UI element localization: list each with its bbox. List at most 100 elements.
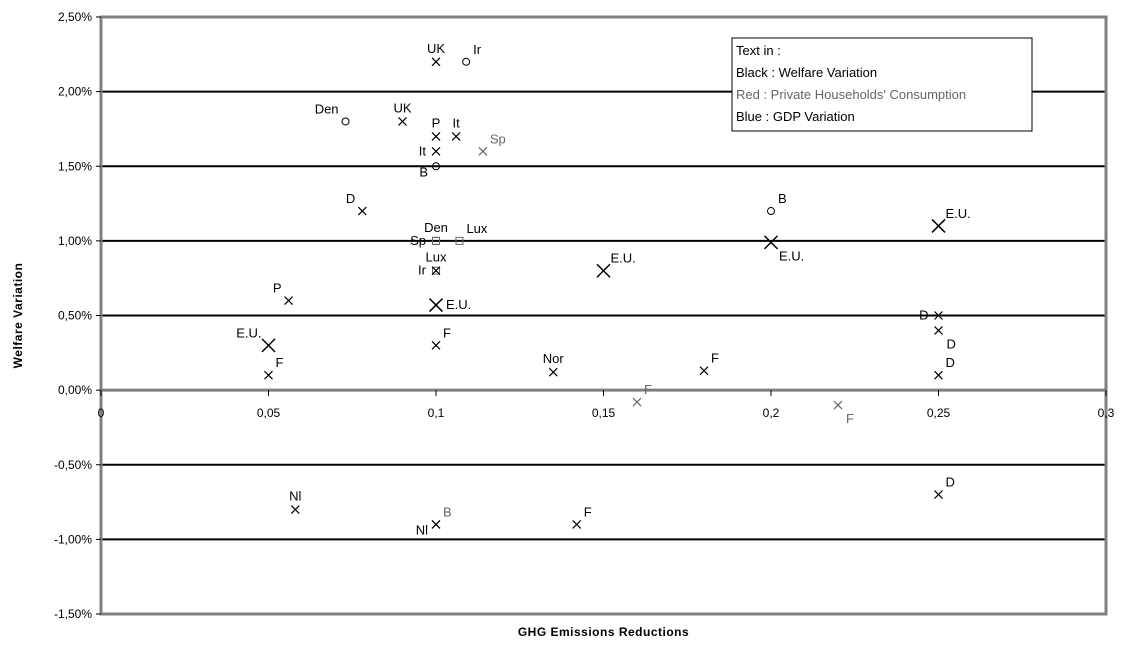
point-label: Den [315,101,339,116]
x-marker [431,146,441,156]
x-tick-label: 0 [98,406,105,420]
square-marker [432,236,440,245]
x-marker [428,298,444,313]
point-label: UK [427,41,445,56]
point-label: B [443,504,452,519]
data-point: F [833,400,854,426]
data-point: F [431,325,451,350]
data-point: Nor [543,351,565,377]
point-label: D [919,308,928,323]
x-marker [264,370,273,380]
data-point: E.U. [931,206,971,233]
x-marker [261,338,276,353]
data-point: E.U. [596,251,636,278]
point-label: Ir [418,263,427,278]
x-marker [451,131,461,141]
point-label: F [584,504,592,519]
legend-entry: Red : Private Households' Consumption [736,87,966,102]
y-tick-label: 2,50% [58,10,92,24]
data-point: D [346,191,367,216]
point-label: F [846,411,854,426]
data-point: F [632,382,652,407]
point-label: Den [424,220,448,235]
data-point: Ir [418,263,441,278]
legend-title: Text in : [736,43,781,58]
point-label: D [946,355,955,370]
point-label: UK [393,100,411,115]
x-marker [398,117,407,126]
point-label: Lux [466,221,487,236]
x-tick-label: 0,25 [927,406,951,420]
point-label: B [419,164,428,179]
x-marker [431,131,441,141]
circle-marker [767,207,775,216]
data-point: D [934,326,956,351]
y-tick-label: 1,50% [58,159,92,173]
data-point: Den [315,101,350,126]
x-axis-title: GHG Emissions Reductions [518,625,689,639]
data-point: Nl [289,489,302,514]
legend-entry: Blue : GDP Variation [736,109,855,124]
point-label: It [419,143,427,158]
point-label: F [276,355,284,370]
data-point: UK [393,100,412,126]
legend-entry: Black : Welfare Variation [736,65,877,80]
data-point: Lux [455,221,488,245]
data-point: It [451,115,461,141]
point-label: F [644,382,652,397]
x-marker [934,490,943,500]
point-label: Nor [543,351,565,366]
point-label: B [778,191,787,206]
data-point: P [431,115,441,141]
square-marker [455,236,464,245]
x-marker [833,400,843,410]
x-marker [934,370,943,380]
circle-marker [462,57,471,66]
y-tick-label: 0,00% [58,383,92,397]
y-tick-label: -1,50% [54,607,92,621]
data-point: D [919,308,943,323]
data-point: Ir [462,42,482,66]
data-point: E.U. [236,325,276,353]
point-label: E.U. [946,206,971,221]
data-point: E.U. [763,235,804,263]
data-point: D [934,475,955,500]
x-marker [934,326,943,335]
point-label: E.U. [611,251,636,266]
point-label: Nl [289,489,301,504]
x-tick-label: 0,1 [428,406,445,420]
point-label: Nl [416,522,428,537]
point-label: F [711,351,719,366]
data-point: Lux [426,250,447,275]
data-point: Sp [478,131,506,156]
x-tick-label: 0,05 [257,406,281,420]
data-point: Nl [416,520,441,537]
point-label: F [443,325,451,340]
data-point: F [699,351,719,376]
circle-marker [432,162,440,171]
x-tick-label: 0,2 [763,406,780,420]
data-point: F [264,355,284,380]
point-label: Ir [473,42,482,57]
data-point: P [273,281,294,305]
x-marker [931,218,946,233]
point-label: E.U. [779,248,804,263]
x-marker [548,367,558,377]
x-marker [284,296,294,305]
data-point: It [419,143,441,158]
x-marker [431,340,441,350]
point-label: D [346,191,355,206]
x-marker [763,235,779,250]
x-tick-label: 0,3 [1098,406,1115,420]
point-label: E.U. [446,297,471,312]
y-tick-label: 0,50% [58,309,92,323]
x-marker [478,146,488,156]
data-point: E.U. [428,297,471,313]
point-label: Sp [410,233,426,248]
x-marker [934,311,943,320]
y-tick-label: -0,50% [54,458,92,472]
data-point: B [419,162,440,179]
square-marker [432,266,440,275]
x-tick-label: 0,15 [592,406,616,420]
